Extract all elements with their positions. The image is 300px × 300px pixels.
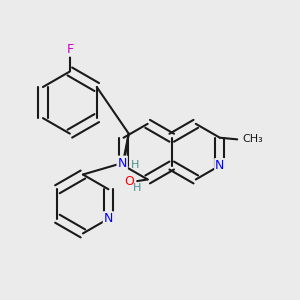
Text: O: O bbox=[125, 175, 135, 188]
Text: H: H bbox=[133, 183, 141, 193]
Text: N: N bbox=[118, 157, 127, 169]
Text: CH₃: CH₃ bbox=[243, 134, 263, 144]
Text: F: F bbox=[66, 43, 74, 56]
Text: H: H bbox=[130, 160, 139, 170]
Text: N: N bbox=[104, 212, 113, 225]
Text: N: N bbox=[215, 159, 225, 172]
